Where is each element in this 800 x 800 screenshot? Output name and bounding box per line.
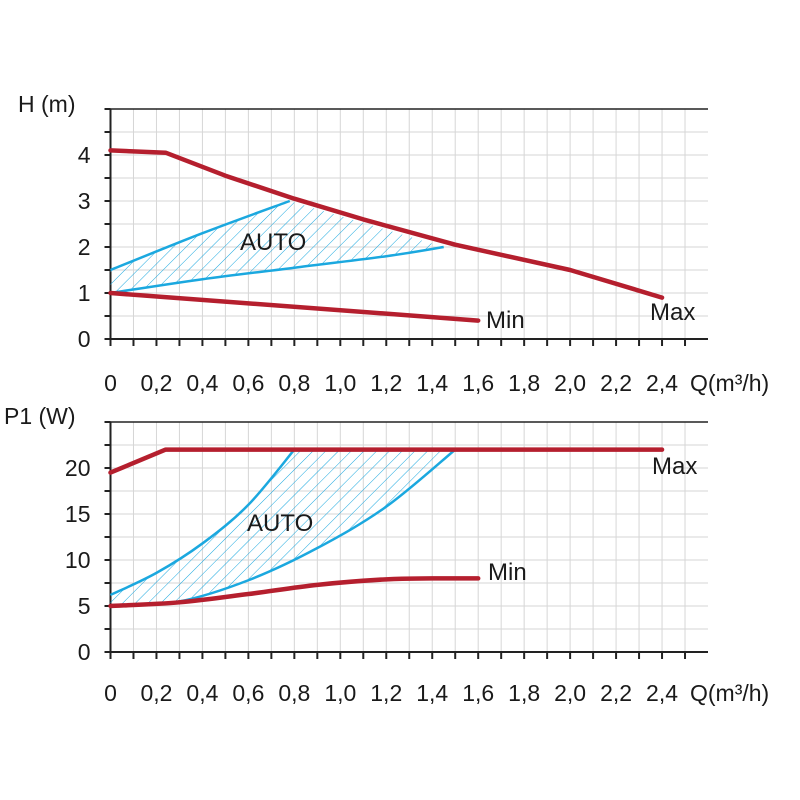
x-tick-label: 1,4 (416, 370, 448, 396)
x-tick-label: 0,6 (232, 680, 264, 706)
y-tick-label: 0 (78, 639, 91, 665)
chart-panel-1: 0 0,2 0,4 0,6 0,8 1,0 1,2 1,4 1,6 1,8 2,0 2,2 2,4 0 5 1… (4, 403, 769, 706)
x-tick-label: 0 (104, 680, 117, 706)
auto-hatch-area (110, 201, 444, 293)
x-tick-label: 0,2 (140, 370, 172, 396)
annotation-auto: AUTO (240, 229, 306, 256)
x-tick-label: 2,4 (646, 370, 678, 396)
auto-hatch-area (110, 449, 456, 606)
x-axis-title: Q(m³/h) (690, 370, 769, 396)
x-tick-label: 1,6 (462, 680, 494, 706)
y-tick-label: 10 (65, 547, 91, 573)
x-tick-label: 0,8 (278, 680, 310, 706)
x-tick-label: 1,2 (370, 680, 402, 706)
y-tick-label: 5 (78, 593, 91, 619)
x-tick-label: 1,2 (370, 370, 402, 396)
x-tick-label: 0,4 (186, 680, 218, 706)
x-axis-title: Q(m³/h) (690, 680, 769, 706)
x-tick-label: 0,2 (140, 680, 172, 706)
x-tick-label: 1,8 (508, 680, 540, 706)
annotation-max: Max (652, 453, 697, 480)
x-tick-label: 1,4 (416, 680, 448, 706)
y-tick-label: 1 (78, 280, 91, 306)
y-tick-label: 0 (78, 326, 91, 352)
x-tick-label: 0,8 (278, 370, 310, 396)
x-tick-label: 1,8 (508, 370, 540, 396)
annotation-max: Max (650, 299, 695, 326)
y-tick-label: 2 (78, 234, 91, 260)
annotation-min: Min (488, 559, 527, 586)
max-curve (108, 447, 665, 475)
annotation-min: Min (486, 307, 525, 334)
x-tick-label: 2,4 (646, 680, 678, 706)
y-tick-label: 15 (65, 501, 91, 527)
y-tick-label: 4 (78, 142, 91, 168)
x-tick-label: 1,0 (324, 370, 356, 396)
min-curve (108, 576, 481, 609)
x-tick-label: 2,0 (554, 680, 586, 706)
x-tick-label: 2,2 (600, 370, 632, 396)
auto-upper-curve (109, 448, 296, 597)
x-tick-label: 1,6 (462, 370, 494, 396)
min-curve (108, 290, 481, 323)
chart-panel-0: 0 0,2 0,4 0,6 0,8 1,0 1,2 1,4 1,6 1,8 2,0 2,2 2,4 0 1 2… (18, 91, 769, 396)
y-tick-label: 3 (78, 188, 91, 214)
annotation-auto: AUTO (247, 510, 313, 537)
x-tick-label: 2,0 (554, 370, 586, 396)
auto-lower-curve (110, 245, 444, 295)
max-curve (108, 148, 665, 300)
y-tick-label: 20 (65, 455, 91, 481)
x-tick-label: 1,0 (324, 680, 356, 706)
x-tick-label: 2,2 (600, 680, 632, 706)
y-axis-title: H (m) (18, 91, 75, 117)
y-axis-title: P1 (W) (4, 403, 76, 429)
x-tick-label: 0 (104, 370, 117, 396)
x-tick-label: 0,4 (186, 370, 218, 396)
auto-upper-curve (110, 199, 291, 272)
x-tick-label: 0,6 (232, 370, 264, 396)
